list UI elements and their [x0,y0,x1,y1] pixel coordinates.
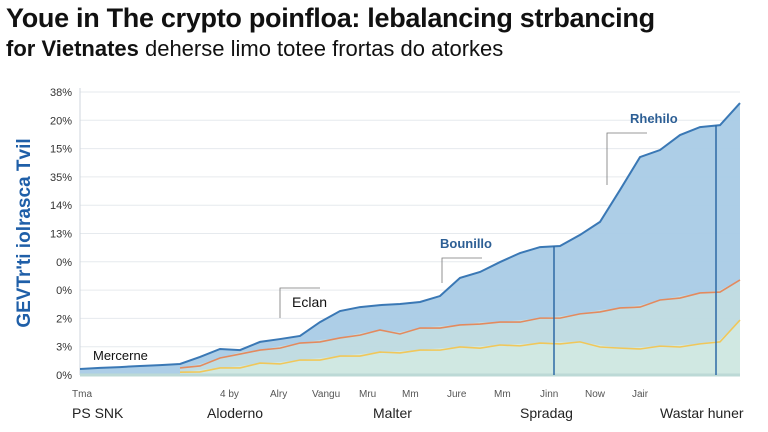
chart-title-line2: for Vietnates deherse limo totee frortas… [6,36,503,62]
bottom-category-label: Aloderno [207,405,263,421]
annotation-label: Eclan [292,294,327,310]
series-line-2 [179,319,741,373]
bottom-category-label: Malter [373,405,412,421]
x-tick-label: Vangu [312,389,340,400]
x-tick-label: Alry [270,389,287,400]
x-tick-label: Jinn [540,389,558,400]
annotation-label: Mercerne [93,348,148,363]
x-tick-label: Now [585,389,606,400]
x-tick-label: 4 by [220,389,239,400]
annotation-leader [441,257,482,283]
series-line-1 [179,279,741,369]
series-line-0 [79,102,741,371]
y-tick-label: 2% [56,313,72,325]
title-bold: for Vietnates [6,36,139,61]
x-tick-label: Tma [72,389,92,400]
bottom-category-label: Wastar huner [660,405,744,421]
chart-title-line1: Youe in The crypto poinfloa: lebalancing… [6,3,655,33]
x-tick-label: Mru [359,389,376,400]
y-tick-label: 0% [56,370,72,382]
y-tick-label: 20% [50,115,72,127]
bottom-category-label: Spradag [520,405,573,421]
y-tick-label: 3% [56,342,72,354]
title-rest: deherse limo totee frortas do atorkes [138,36,504,61]
annotation-leader [606,132,647,185]
annotation-leader [279,287,320,318]
y-tick-label: 0% [56,257,72,269]
x-tick-label: Mm [494,389,511,400]
bottom-category-label: PS SNK [72,405,124,421]
series-area-0 [80,103,740,376]
y-tick-label: 13% [50,229,72,241]
x-tick-label: Jure [447,389,467,400]
y-tick-label: 15% [50,144,72,156]
annotation-label: Bounillo [440,236,492,251]
x-tick-label: Mm [402,389,419,400]
x-tick-label: Jair [632,389,649,400]
y-tick-label: 35% [50,172,72,184]
y-tick-label: 14% [50,200,72,212]
y-tick-label: 0% [56,285,72,297]
y-tick-label: 38% [50,87,72,99]
annotation-label: Rhehilo [630,111,678,126]
